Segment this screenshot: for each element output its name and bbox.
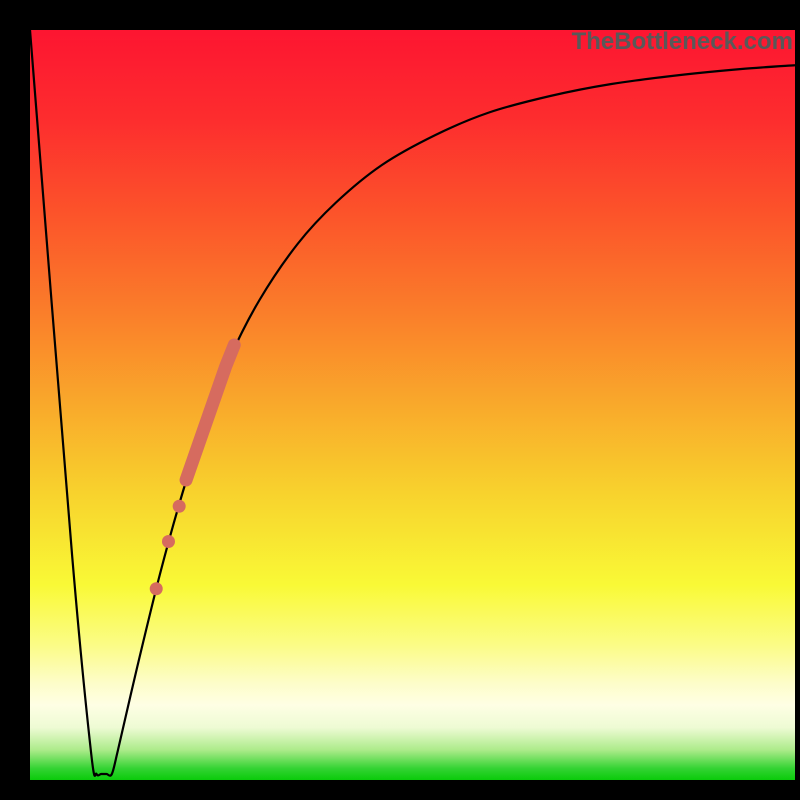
bottleneck-curve — [30, 30, 795, 776]
highlight-segment — [186, 345, 234, 480]
curve-layer — [30, 30, 795, 780]
highlight-dot — [150, 582, 163, 595]
plot-area: TheBottleneck.com — [30, 30, 795, 780]
highlight-dot — [162, 535, 175, 548]
highlight-dot — [173, 500, 186, 513]
chart-container: TheBottleneck.com — [0, 0, 800, 800]
